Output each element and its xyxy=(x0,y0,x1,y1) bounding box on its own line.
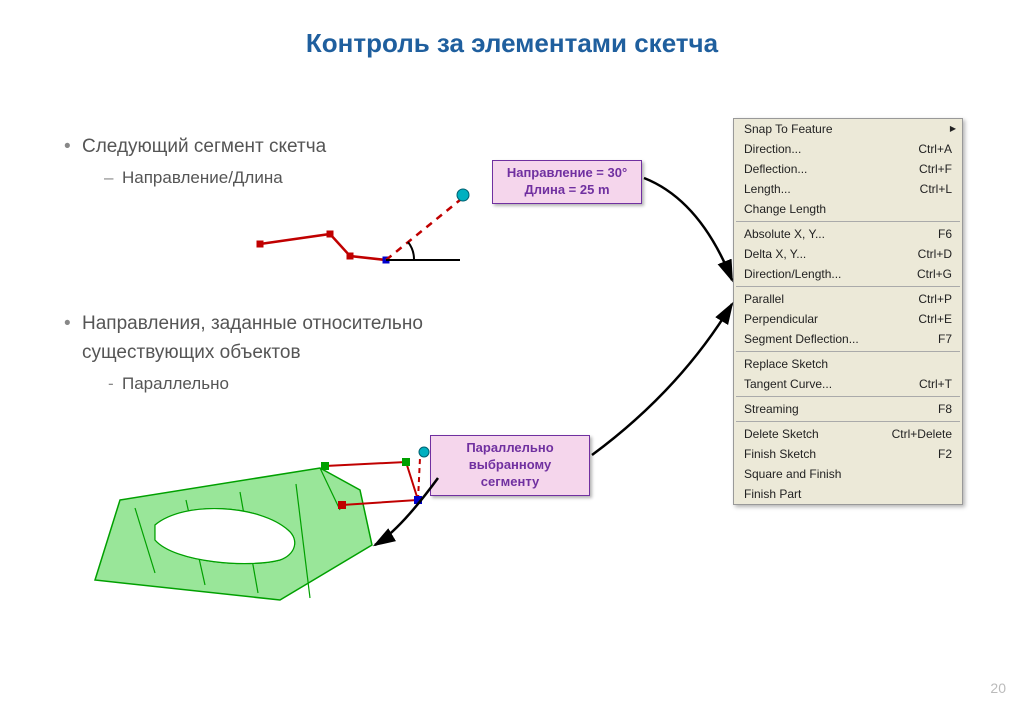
context-menu[interactable]: Snap To Feature Direction... Ctrl+A Deflect… xyxy=(733,118,963,505)
menu-item-shortcut: Ctrl+A xyxy=(918,142,952,156)
slide-title: Контроль за элементами скетча xyxy=(0,28,1024,59)
sub-bullet-1: Направление/Длина xyxy=(122,168,283,188)
menu-item-shortcut: Ctrl+G xyxy=(917,267,952,281)
menu-item-label: Finish Part xyxy=(744,487,801,501)
menu-item-shortcut: Ctrl+E xyxy=(918,312,952,326)
menu-item-label: Length... xyxy=(744,182,791,196)
menu-item[interactable]: Delete Sketch Ctrl+Delete xyxy=(734,424,962,444)
menu-item[interactable]: Snap To Feature xyxy=(734,119,962,139)
menu-item[interactable]: Finish Part xyxy=(734,484,962,504)
menu-item[interactable]: Tangent Curve... Ctrl+T xyxy=(734,374,962,394)
menu-item-label: Direction... xyxy=(744,142,801,156)
menu-item-shortcut: Ctrl+D xyxy=(918,247,952,261)
bullet-2: Направления, заданные относительно сущес… xyxy=(82,310,482,367)
menu-item-label: Parallel xyxy=(744,292,784,306)
menu-separator xyxy=(736,396,960,397)
menu-item-label: Direction/Length... xyxy=(744,267,841,281)
menu-item[interactable]: Direction... Ctrl+A xyxy=(734,139,962,159)
menu-separator xyxy=(736,351,960,352)
menu-item[interactable]: Segment Deflection... F7 xyxy=(734,329,962,349)
menu-item-label: Delta X, Y... xyxy=(744,247,806,261)
label1-line2: Длина = 25 m xyxy=(524,182,609,197)
menu-item-shortcut: Ctrl+F xyxy=(919,162,952,176)
menu-separator xyxy=(736,421,960,422)
menu-item[interactable]: Direction/Length... Ctrl+G xyxy=(734,264,962,284)
menu-item-shortcut: Ctrl+T xyxy=(919,377,952,391)
menu-item-label: Perpendicular xyxy=(744,312,818,326)
menu-item[interactable]: Change Length xyxy=(734,199,962,219)
menu-item-shortcut: F8 xyxy=(938,402,952,416)
menu-item[interactable]: Perpendicular Ctrl+E xyxy=(734,309,962,329)
menu-item-label: Streaming xyxy=(744,402,799,416)
menu-item-label: Delete Sketch xyxy=(744,427,819,441)
menu-item-label: Deflection... xyxy=(744,162,807,176)
direction-length-label: Направление = 30° Длина = 25 m xyxy=(492,160,642,204)
bullet-1: Следующий сегмент скетча xyxy=(82,136,326,158)
menu-item-shortcut: Ctrl+L xyxy=(920,182,952,196)
menu-item-label: Tangent Curve... xyxy=(744,377,832,391)
menu-item[interactable]: Replace Sketch xyxy=(734,354,962,374)
menu-item-shortcut: F2 xyxy=(938,447,952,461)
menu-item-label: Change Length xyxy=(744,202,826,216)
menu-item[interactable]: Finish Sketch F2 xyxy=(734,444,962,464)
menu-item[interactable]: Delta X, Y... Ctrl+D xyxy=(734,244,962,264)
menu-separator xyxy=(736,221,960,222)
sub-bullet-2: Параллельно xyxy=(122,374,229,394)
menu-item-shortcut: Ctrl+Delete xyxy=(892,427,952,441)
menu-item[interactable]: Square and Finish xyxy=(734,464,962,484)
menu-item-label: Replace Sketch xyxy=(744,357,828,371)
menu-item[interactable]: Deflection... Ctrl+F xyxy=(734,159,962,179)
menu-item-label: Snap To Feature xyxy=(744,122,833,136)
label2-line1: Параллельно xyxy=(466,440,553,455)
label1-line1: Направление = 30° xyxy=(507,165,627,180)
menu-separator xyxy=(736,286,960,287)
menu-item[interactable]: Length... Ctrl+L xyxy=(734,179,962,199)
menu-item-shortcut: F6 xyxy=(938,227,952,241)
menu-item-label: Absolute X, Y... xyxy=(744,227,825,241)
page-number: 20 xyxy=(990,680,1006,696)
menu-item-label: Square and Finish xyxy=(744,467,841,481)
menu-item[interactable]: Streaming F8 xyxy=(734,399,962,419)
label2-line2: выбранному сегменту xyxy=(469,457,551,489)
menu-item[interactable]: Absolute X, Y... F6 xyxy=(734,224,962,244)
menu-item[interactable]: Parallel Ctrl+P xyxy=(734,289,962,309)
parallel-label: Параллельно выбранному сегменту xyxy=(430,435,590,496)
menu-item-shortcut: Ctrl+P xyxy=(918,292,952,306)
menu-item-label: Finish Sketch xyxy=(744,447,816,461)
menu-item-label: Segment Deflection... xyxy=(744,332,859,346)
menu-item-shortcut: F7 xyxy=(938,332,952,346)
